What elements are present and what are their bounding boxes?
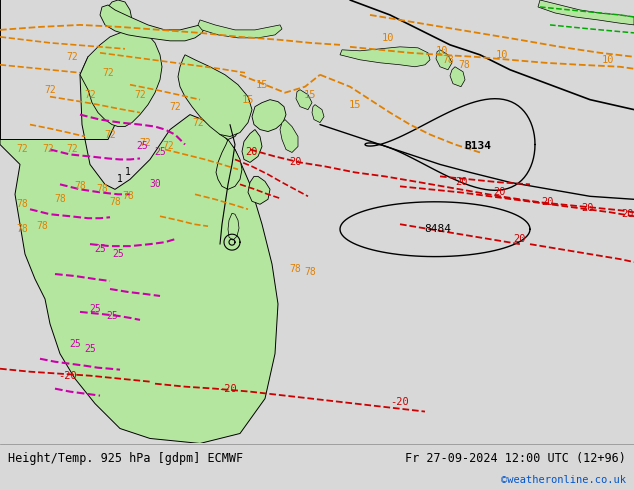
Text: 78: 78: [109, 197, 121, 207]
Polygon shape: [242, 129, 262, 162]
Text: ©weatheronline.co.uk: ©weatheronline.co.uk: [501, 475, 626, 485]
Text: 72: 72: [134, 90, 146, 99]
Text: 10: 10: [496, 50, 508, 60]
Text: 10: 10: [602, 55, 614, 65]
Polygon shape: [436, 50, 452, 70]
Text: 25: 25: [136, 142, 148, 151]
Text: 25: 25: [94, 244, 106, 254]
Text: 15: 15: [349, 99, 361, 110]
Text: 25: 25: [84, 344, 96, 354]
Text: -20: -20: [58, 371, 77, 381]
Polygon shape: [340, 47, 430, 67]
Text: 1: 1: [125, 168, 131, 177]
Text: 25: 25: [69, 339, 81, 349]
Text: Height/Temp. 925 hPa [gdpm] ECMWF: Height/Temp. 925 hPa [gdpm] ECMWF: [8, 452, 243, 466]
Text: 78: 78: [54, 195, 66, 204]
Text: -20: -20: [391, 396, 410, 407]
Text: B134: B134: [465, 142, 491, 151]
Text: 72: 72: [84, 90, 96, 99]
Text: 25: 25: [106, 311, 118, 321]
Text: 78: 78: [16, 224, 28, 234]
Text: 72: 72: [104, 129, 116, 140]
Polygon shape: [538, 0, 634, 25]
Text: -20: -20: [219, 384, 237, 393]
Text: 78: 78: [16, 199, 28, 209]
Polygon shape: [215, 99, 242, 140]
Text: 20: 20: [456, 177, 469, 187]
Text: 1: 1: [117, 174, 123, 184]
Text: 78: 78: [74, 181, 86, 192]
Text: 72: 72: [102, 68, 114, 78]
Polygon shape: [108, 0, 132, 30]
Text: 72: 72: [16, 145, 28, 154]
Text: 15: 15: [304, 90, 316, 99]
Text: 20: 20: [246, 147, 258, 157]
Text: 72: 72: [169, 101, 181, 112]
Text: 72: 72: [44, 85, 56, 95]
Polygon shape: [296, 90, 312, 110]
Text: 10: 10: [436, 46, 448, 56]
Text: 20: 20: [622, 209, 634, 219]
Text: 78: 78: [442, 55, 454, 65]
Polygon shape: [248, 176, 270, 204]
Text: 78: 78: [36, 221, 48, 231]
Text: 72: 72: [42, 145, 54, 154]
Text: 72: 72: [139, 138, 151, 147]
Polygon shape: [198, 20, 282, 38]
Text: 25: 25: [154, 147, 166, 157]
Text: 20: 20: [494, 187, 507, 197]
Text: 20: 20: [514, 234, 526, 244]
Text: 10: 10: [382, 33, 394, 43]
Text: 15: 15: [242, 95, 254, 105]
Text: 20: 20: [288, 157, 301, 168]
Polygon shape: [312, 105, 324, 122]
Text: 72: 72: [66, 145, 78, 154]
Text: 30: 30: [149, 179, 161, 189]
Text: 78: 78: [96, 184, 108, 195]
Text: 78: 78: [304, 267, 316, 277]
Text: 72: 72: [66, 52, 78, 62]
Text: 72: 72: [162, 142, 174, 151]
Text: 8484: 8484: [425, 224, 451, 234]
Polygon shape: [216, 140, 242, 189]
Text: 78: 78: [122, 191, 134, 201]
Polygon shape: [100, 5, 205, 41]
Polygon shape: [178, 55, 252, 137]
Polygon shape: [280, 120, 298, 152]
Text: 78: 78: [289, 264, 301, 274]
Text: 72: 72: [192, 118, 204, 127]
Text: 78: 78: [458, 60, 470, 70]
Text: 25: 25: [112, 249, 124, 259]
Polygon shape: [80, 30, 162, 126]
Polygon shape: [228, 213, 239, 240]
Text: 15: 15: [256, 80, 268, 90]
Polygon shape: [246, 132, 260, 148]
Polygon shape: [0, 0, 278, 443]
Text: 20: 20: [541, 197, 554, 207]
Polygon shape: [252, 99, 286, 131]
Text: 20: 20: [582, 203, 594, 213]
Text: 25: 25: [89, 304, 101, 314]
Polygon shape: [450, 67, 465, 87]
Text: Fr 27-09-2024 12:00 UTC (12+96): Fr 27-09-2024 12:00 UTC (12+96): [405, 452, 626, 466]
